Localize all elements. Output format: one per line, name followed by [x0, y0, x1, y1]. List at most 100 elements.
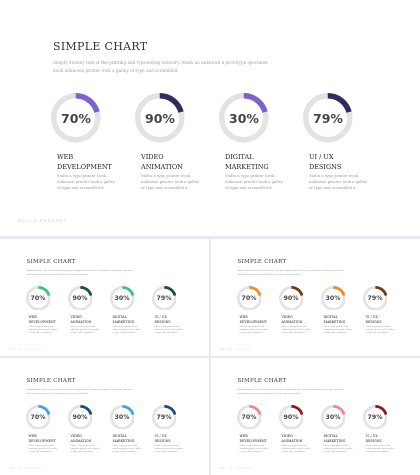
donut-chart: 90%: [67, 404, 93, 430]
slide-footer: MALLA PRESENT: [18, 219, 68, 223]
item-label: VIDEO ANIMATION: [281, 315, 303, 324]
item-description: Malta a typo printer book unknown printe…: [57, 173, 116, 191]
donut-percent: 79%: [367, 294, 383, 302]
item-description: Malta a typo printer book unknown printe…: [239, 444, 269, 453]
slide-thumbnail-green[interactable]: SIMPLE CHART Simply dummy text of the pri…: [0, 239, 209, 356]
donut-chart: 30%: [109, 404, 135, 430]
donut-chart: 70%: [51, 93, 101, 143]
item-label: DIGITAL MARKETING: [112, 434, 135, 443]
donut-value-arc: [248, 285, 261, 296]
item-label: DIGITAL MARKETING: [112, 315, 135, 324]
item-label: WEB DEVELOPMENT: [239, 315, 267, 324]
donut-chart: 90%: [135, 93, 185, 143]
slide-description: Simply dummy text of the printing and ty…: [237, 388, 345, 395]
donut-percent: 90%: [72, 413, 88, 421]
donut-chart: 30%: [219, 93, 269, 143]
item-label: VIDEO ANIMATION: [70, 315, 92, 324]
donut-chart: 70%: [25, 285, 51, 311]
item-label: VIDEO ANIMATION: [141, 153, 183, 171]
donut-percent: 30%: [229, 110, 259, 126]
donut-value-arc: [75, 93, 100, 114]
donut-percent: 90%: [283, 413, 299, 421]
donut-percent: 30%: [325, 413, 341, 421]
donut-value-arc: [374, 285, 387, 296]
slide-title: SIMPLE CHART: [26, 259, 76, 265]
slide-footer: MALLA PRESENT: [220, 348, 255, 351]
donut-chart: 79%: [151, 404, 177, 430]
donut-value-arc: [79, 404, 92, 415]
donut-percent: 30%: [114, 294, 130, 302]
donut-value-arc: [37, 285, 50, 296]
item-description: Malta a typo printer book unknown printe…: [70, 444, 100, 453]
slide-description: Simply dummy text of the printing and ty…: [53, 60, 268, 73]
item-label: UI / UX DESIGNS: [154, 434, 171, 443]
donut-chart: 79%: [362, 404, 388, 430]
donut-value-arc: [159, 93, 184, 114]
donut-value-arc: [243, 93, 268, 114]
donut-chart: 70%: [25, 404, 51, 430]
item-description: Malta a typo printer book unknown printe…: [28, 444, 58, 453]
donut-value-arc: [163, 404, 176, 415]
donut-chart: 79%: [303, 93, 353, 143]
item-description: Malta a typo printer book unknown printe…: [365, 444, 395, 453]
donut-chart: 79%: [151, 285, 177, 311]
donut-percent: 79%: [156, 294, 172, 302]
donut-value-arc: [37, 404, 50, 415]
donut-value-arc: [332, 404, 345, 415]
slide-description: Simply dummy text of the printing and ty…: [26, 269, 134, 276]
item-label: DIGITAL MARKETING: [225, 153, 269, 171]
item-description: Malta a typo printer book unknown printe…: [309, 173, 368, 191]
donut-chart: 30%: [109, 285, 135, 311]
item-description: Malta a typo printer book unknown printe…: [225, 173, 284, 191]
slide-thumbnail-red[interactable]: SIMPLE CHART Simply dummy text of the pri…: [211, 358, 420, 475]
item-label: UI / UX DESIGNS: [365, 434, 382, 443]
item-label: WEB DEVELOPMENT: [239, 434, 267, 443]
slide-thumbnail-orange[interactable]: SIMPLE CHART Simply dummy text of the pri…: [211, 239, 420, 356]
item-description: Malta a typo printer book unknown printe…: [281, 325, 311, 334]
donut-value-arc: [163, 285, 176, 296]
donut-value-arc: [79, 285, 92, 296]
item-label: WEB DEVELOPMENT: [28, 315, 56, 324]
slide-thumbnail-blue[interactable]: SIMPLE CHART Simply dummy text of the pri…: [0, 358, 209, 475]
item-label: WEB DEVELOPMENT: [57, 153, 112, 171]
donut-percent: 90%: [72, 294, 88, 302]
donut-percent: 79%: [313, 110, 343, 126]
donut-percent: 79%: [367, 413, 383, 421]
donut-percent: 79%: [156, 413, 172, 421]
donut-value-arc: [248, 404, 261, 415]
item-description: Malta a typo printer book unknown printe…: [323, 325, 353, 334]
item-description: Malta a typo printer book unknown printe…: [365, 325, 395, 334]
donut-chart: 90%: [67, 285, 93, 311]
item-label: UI / UX DESIGNS: [365, 315, 382, 324]
donut-chart: 30%: [320, 404, 346, 430]
item-description: Malta a typo printer book unknown printe…: [141, 173, 200, 191]
item-label: UI / UX DESIGNS: [154, 315, 171, 324]
item-description: Malta a typo printer book unknown printe…: [323, 444, 353, 453]
donut-value-arc: [121, 404, 134, 415]
item-description: Malta a typo printer book unknown printe…: [28, 325, 58, 334]
donut-chart: 90%: [278, 404, 304, 430]
slide-title: SIMPLE CHART: [237, 259, 287, 265]
item-label: DIGITAL MARKETING: [323, 434, 346, 443]
item-description: Malta a typo printer book unknown printe…: [239, 325, 269, 334]
item-description: Malta a typo printer book unknown printe…: [112, 444, 142, 453]
donut-percent: 90%: [283, 294, 299, 302]
donut-percent: 70%: [30, 294, 46, 302]
slide-title: SIMPLE CHART: [53, 40, 148, 53]
donut-chart: 90%: [278, 285, 304, 311]
item-description: Malta a typo printer book unknown printe…: [70, 325, 100, 334]
item-label: VIDEO ANIMATION: [70, 434, 92, 443]
item-label: DIGITAL MARKETING: [323, 315, 346, 324]
donut-value-arc: [290, 285, 303, 296]
slide-description: Simply dummy text of the printing and ty…: [237, 269, 345, 276]
item-description: Malta a typo printer book unknown printe…: [281, 444, 311, 453]
donut-percent: 30%: [325, 294, 341, 302]
slide-title: SIMPLE CHART: [26, 378, 76, 384]
slide-main: SIMPLE CHART Simply dummy text of the pri…: [0, 0, 420, 236]
item-label: VIDEO ANIMATION: [281, 434, 303, 443]
slide-footer: MALLA PRESENT: [220, 467, 255, 470]
donut-percent: 90%: [145, 110, 175, 126]
donut-value-arc: [121, 285, 134, 296]
donut-percent: 70%: [61, 110, 91, 126]
donut-value-arc: [327, 93, 352, 114]
